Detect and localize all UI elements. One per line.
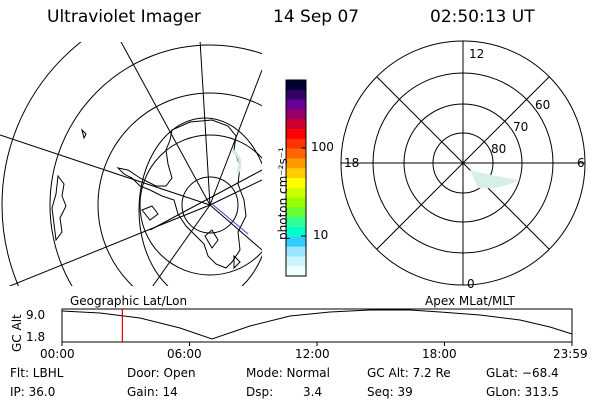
colorbar-swatch [286,99,306,110]
colorbar-swatch [286,266,306,277]
colorbar-tick-100: 100 [311,140,334,154]
colorbar-swatch [286,148,306,159]
xtick-2359: 23:59 [553,347,588,361]
date-label: 14 Sep 07 [273,7,360,27]
colorbar-swatch [286,197,306,208]
colorbar-swatch [286,246,306,257]
mlt-label-18: 18 [344,156,360,170]
status-gc-alt: GC Alt: 7.2 Re [367,366,451,380]
mlt-label-0: 0 [467,277,475,291]
status-mode: Mode: Normal [246,366,330,380]
mlt-label-12: 12 [469,47,485,61]
altitude-ytick-1-8: 1.8 [26,330,46,344]
colorbar-swatch [286,129,306,140]
colorbar-unit-label: photon cm⁻²s⁻¹ [276,147,290,240]
aurora-glow [231,148,242,173]
colorbar-swatch [286,207,306,218]
altitude-ylabel: GC Alt [10,314,24,352]
geographic-map [0,42,262,286]
status-dsp-value: 3.4 [303,385,323,399]
colorbar-swatch [286,109,306,120]
apex-label: Apex MLat/MLT [425,294,515,308]
colorbar-swatch [286,217,306,228]
instrument-title: Ultraviolet Imager [47,7,201,27]
time-label: 02:50:13 UT [430,7,535,27]
colorbar-tick-10: 10 [313,228,329,242]
status-seq: Seq: 39 [367,385,413,399]
colorbar-swatch [286,227,306,238]
colorbar-swatch [286,158,306,169]
colorbar-swatch [286,178,306,189]
geographic-label: Geographic Lat/Lon [70,294,188,308]
colorbar [285,79,307,277]
colorbar-swatch [286,80,306,91]
altitude-plot [61,308,573,346]
status-door: Door: Open [127,366,196,380]
polar-plot [340,40,586,286]
colorbar-swatch [286,187,306,199]
status-dsp-label: Dsp: [246,385,274,399]
colorbar-swatch [286,138,306,150]
colorbar-swatch [286,89,306,101]
mlat-label-60: 60 [535,98,551,112]
colorbar-swatch [286,236,306,248]
colorbar-swatch [286,168,306,179]
colorbar-swatch [286,119,306,130]
antarctica-coastline [116,119,247,269]
altitude-ytick-9: 9.0 [26,308,46,322]
xtick-0600: 06:00 [167,347,202,361]
xtick-1800: 18:00 [422,347,457,361]
status-gain: Gain: 14 [127,385,178,399]
status-glon: GLon: 313.5 [486,385,559,399]
xtick-0000: 00:00 [40,347,75,361]
mlat-label-80: 80 [491,142,507,156]
xtick-1200: 12:00 [295,347,330,361]
mlt-label-6: 6 [577,156,585,170]
status-glat: GLat: −68.4 [486,366,559,380]
status-filter: Flt: LBHL [10,366,64,380]
mlat-label-70: 70 [513,120,529,134]
status-ip: IP: 36.0 [10,385,56,399]
aurora-patch [470,170,520,189]
colorbar-swatch [286,256,306,267]
